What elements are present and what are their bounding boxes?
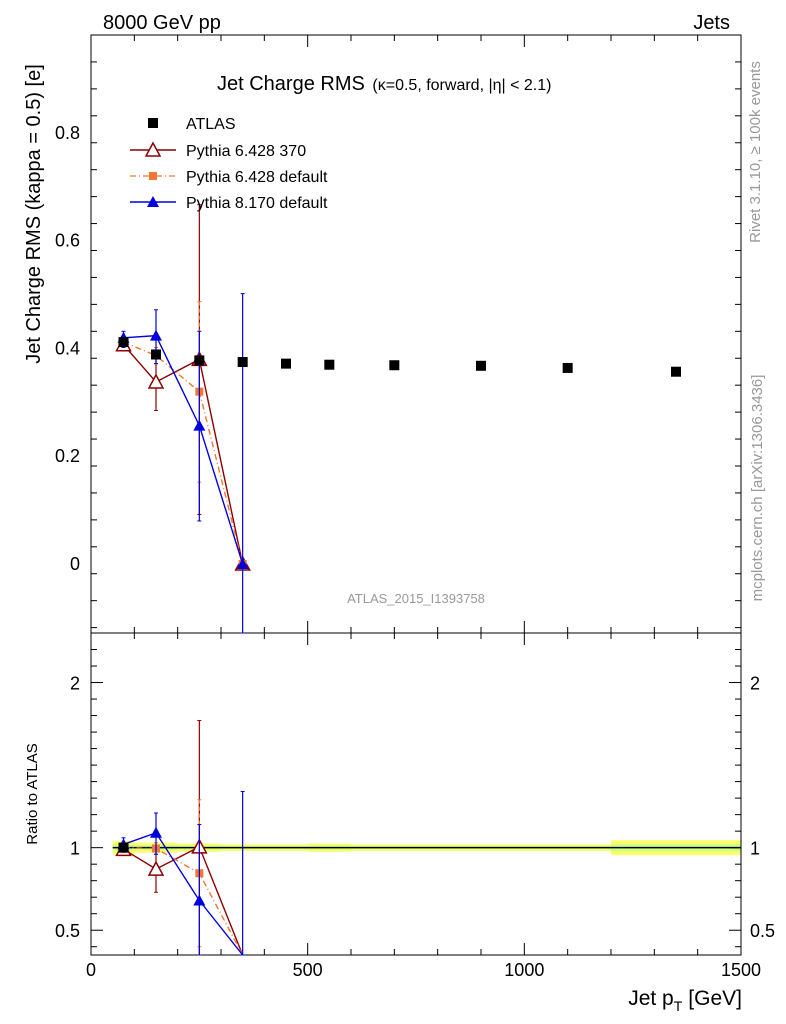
main-atlas-point-4 — [281, 358, 291, 369]
main-atlas-point-8 — [562, 362, 573, 373]
ratio-marker-2-2 — [193, 894, 206, 906]
ratio-line-0 — [123, 845, 244, 956]
ratio-marker-2-1 — [150, 826, 162, 838]
legend-entry-py8-default: Pythia 8.170 default — [130, 195, 328, 212]
header-right: Jets — [693, 12, 730, 34]
main-atlas-point-3 — [237, 357, 248, 368]
mcplots-label: mcplots.cern.ch [arXiv:1306.3436] — [749, 375, 766, 602]
legend-label-py8-default: Pythia 8.170 default — [186, 195, 328, 212]
legend-label-atlas: ATLAS — [186, 116, 236, 133]
legend-entry-py6-default: Pythia 6.428 default — [130, 169, 328, 186]
main-line-2 — [123, 334, 244, 565]
legend: ATLAS Pythia 6.428 370 Pythia 6.428 defa… — [130, 116, 328, 212]
x-tick-label-2: 1000 — [504, 960, 544, 980]
main-atlas-point-7 — [476, 360, 486, 371]
main-atlas-point-2 — [194, 355, 205, 366]
rivet-version-label: Rivet 3.1.10, ≥ 100k events — [747, 61, 764, 243]
axes-frames — [90, 34, 742, 956]
main-ylabel: Jet Charge RMS (kappa = 0.5) [e] — [23, 64, 45, 364]
legend-marker-py6-default — [149, 172, 157, 180]
main-atlas-point-5 — [324, 359, 335, 370]
ratio-ylabel: Ratio to ATLAS — [24, 743, 41, 844]
x-axis-title: Jet pT [GeV] — [628, 987, 742, 1014]
axis-ticks: 0 500 1000 1500 0 0.2 0.4 0.6 0.8 0.5 0.5 1 1 2 2 — [55, 35, 775, 980]
x-axis-title-unit: [GeV] — [688, 987, 742, 1010]
main-title-subtitle: (κ=0.5, forward, |η| < 2.1) — [372, 77, 551, 94]
main-y-tick-label-4: 0.8 — [55, 123, 80, 143]
main-marker-2-2 — [193, 419, 206, 431]
x-tick-label-0: 0 — [86, 960, 96, 980]
main-atlas-point-6 — [389, 360, 400, 371]
x-axis-title-sub: T — [674, 998, 683, 1014]
legend-label-py6-default: Pythia 6.428 default — [186, 169, 328, 186]
legend-marker-py8-default — [147, 196, 159, 207]
legend-marker-py6-370 — [144, 141, 162, 157]
main-y-tick-label-1: 0.2 — [55, 446, 80, 466]
main-y-tick-label-0: 0 — [70, 554, 80, 574]
main-y-tick-label-3: 0.6 — [55, 231, 80, 251]
analysis-watermark: ATLAS_2015_I1393758 — [347, 591, 485, 606]
ratio-panel-frame — [90, 632, 742, 956]
main-atlas-point-0 — [118, 337, 129, 348]
main-marker-2-3 — [236, 558, 249, 570]
ratio-y-tick-label-right-1: 1 — [750, 839, 760, 859]
main-line-0 — [122, 344, 244, 565]
ratio-line-1 — [123, 846, 244, 956]
ratio-y-tick-label-left-2: 2 — [70, 674, 80, 694]
x-axis-title-main: Jet p — [628, 987, 674, 1010]
main-marker-2-1 — [150, 329, 162, 341]
ratio-line-2 — [123, 831, 244, 956]
ratio-y-tick-label-left-0: 0.5 — [55, 921, 80, 941]
main-atlas-point-9 — [671, 366, 681, 377]
ratio-y-tick-label-right-2: 2 — [750, 674, 760, 694]
ratio-atlas-point-0 — [118, 842, 129, 853]
main-title-text: Jet Charge RMS — [217, 73, 365, 95]
legend-marker-atlas — [148, 118, 158, 128]
legend-entry-py6-370: Pythia 6.428 370 — [130, 141, 306, 160]
legend-label-py6-370: Pythia 6.428 370 — [186, 143, 306, 160]
data-series — [115, 204, 681, 956]
legend-entry-atlas: ATLAS — [148, 116, 236, 133]
ratio-marker-0-1 — [147, 860, 165, 876]
ratio-y-tick-label-left-1: 1 — [70, 839, 80, 859]
header-left: 8000 GeV pp — [103, 12, 221, 34]
main-marker-0-1 — [147, 373, 165, 389]
main-title: Jet Charge RMS (κ=0.5, forward, |η| < 2.… — [217, 73, 551, 95]
main-atlas-point-1 — [151, 349, 161, 360]
x-tick-label-3: 1500 — [721, 960, 761, 980]
x-tick-label-1: 500 — [293, 960, 323, 980]
main-y-tick-label-2: 0.4 — [55, 338, 80, 358]
main-line-1 — [123, 341, 244, 565]
ratio-y-tick-label-right-0: 0.5 — [750, 921, 775, 941]
